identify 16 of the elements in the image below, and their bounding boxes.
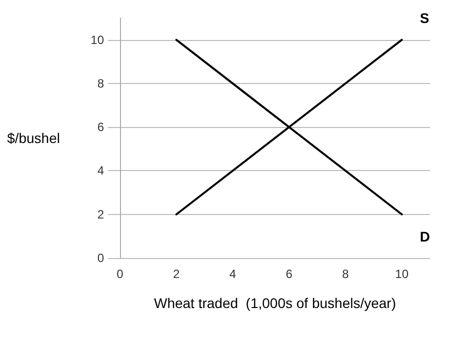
x-tick-label: 2 xyxy=(173,267,180,281)
y-tick-label: 8 xyxy=(97,76,104,90)
y-tick-label: 4 xyxy=(97,164,104,178)
x-tick-label: 8 xyxy=(342,267,350,281)
y-tick-label: 2 xyxy=(97,207,104,222)
y-tick-label: 10 xyxy=(90,32,104,47)
x-tick-label: 0 xyxy=(116,267,124,281)
y-axis-title: $/bushel xyxy=(7,130,60,146)
series-label: D xyxy=(420,228,430,244)
x-tick-label: 6 xyxy=(286,267,293,281)
y-tick-label: 0 xyxy=(97,251,104,265)
series-label: S xyxy=(420,10,430,26)
x-axis-title: Wheat traded (1,000s of bushels/year) xyxy=(154,295,396,311)
x-tick-label: 10 xyxy=(395,267,409,281)
x-tick-label: 4 xyxy=(229,267,236,281)
y-tick-label: 6 xyxy=(97,120,104,134)
